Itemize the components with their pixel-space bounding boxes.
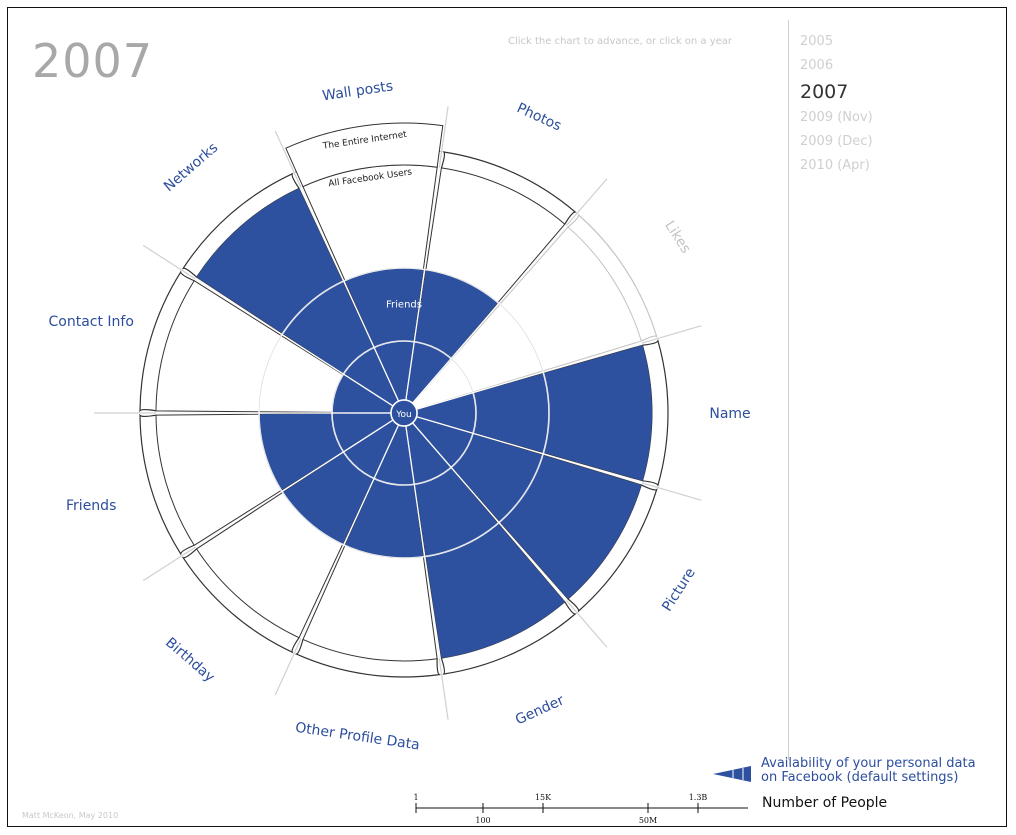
category-label-photos: Photos (514, 100, 564, 134)
spoke-inner-10 (412, 225, 567, 404)
petal-networks (181, 172, 300, 278)
legend-swatch (713, 766, 751, 782)
year-list: 2005 2006 2007 2009 (Nov) 2009 (Dec) 201… (800, 30, 873, 178)
category-label-likes: Likes (661, 218, 694, 256)
spoke-inner-3 (405, 425, 440, 659)
category-label-networks: Networks (161, 140, 221, 195)
scale-top-label-2: 1.3B (689, 793, 708, 802)
category-label-wall-posts: Wall posts (321, 78, 394, 104)
spoke-inner-0 (416, 342, 643, 410)
petal-other-profile-data (294, 639, 441, 678)
year-title: 2007 (32, 34, 154, 88)
data-wedge-name (416, 345, 652, 481)
category-label-birthday: Birthday (162, 635, 217, 686)
scale-top-label-1: 15K (535, 793, 552, 802)
year-2009-nov[interactable]: 2009 (Nov) (800, 110, 873, 125)
petal-likes (567, 213, 658, 342)
instruction-text: Click the chart to advance, or click on … (508, 36, 733, 47)
credit-text: Matt McKeon, May 2010 (22, 811, 119, 820)
spoke-inner-5 (195, 419, 394, 548)
data-wedge-gender (405, 422, 565, 659)
legend-line-2: on Facebook (default settings) (761, 770, 959, 785)
spoke-inner-2 (412, 422, 567, 601)
petal-contact-info (139, 270, 195, 413)
spoke-inner-9 (405, 167, 440, 401)
spoke-inner-7 (195, 278, 394, 407)
year-2009-dec[interactable]: 2009 (Dec) (800, 134, 873, 149)
category-label-contact-info: Contact Info (48, 314, 133, 330)
category-label-friends: Friends (66, 498, 116, 514)
data-wedge-friends (259, 413, 394, 491)
year-2007[interactable]: 2007 (800, 81, 849, 103)
year-2010-apr[interactable]: 2010 (Apr) (800, 158, 870, 173)
ring-label-friends: Friends (386, 300, 422, 311)
data-wedge-photos (405, 269, 498, 404)
year-divider (788, 20, 789, 760)
center-hub (390, 399, 418, 427)
category-label-picture: Picture (659, 565, 698, 614)
petal-picture (567, 484, 658, 613)
spoke-inner-1 (416, 416, 643, 484)
scale-bottom-label-0: 100 (475, 816, 490, 825)
visualization-frame[interactable]: 2007 Click the chart to advance, or clic… (7, 7, 1007, 827)
spoke-inner-8 (300, 187, 400, 402)
data-wedge-networks (196, 188, 399, 406)
data-wedge-birthday (282, 420, 399, 545)
spoke-inner-4 (300, 424, 400, 639)
category-label-other-profile-data: Other Profile Data (294, 720, 421, 754)
ring-label-network: Network (383, 212, 425, 223)
petal-birthday (181, 548, 300, 654)
year-2006[interactable]: 2006 (800, 58, 834, 73)
data-wedge-other-profile-data (344, 424, 424, 558)
year-2005[interactable]: 2005 (800, 34, 834, 49)
data-wedge-picture (412, 416, 642, 600)
petal-gender (440, 601, 577, 675)
petal-name (642, 339, 669, 487)
data-wedge-wall-posts (344, 268, 424, 402)
category-label-gender: Gender (513, 692, 567, 728)
scale-bottom-label-1: 50M (639, 816, 657, 825)
petal-photos (440, 151, 577, 225)
data-wedge-contact-info (332, 374, 394, 413)
entire-internet-wedge (285, 122, 444, 188)
category-label-name: Name (709, 406, 750, 422)
scale-label: Number of People (762, 795, 888, 811)
ring-label-you: You (395, 410, 412, 420)
legend-line-1: Availability of your personal data (761, 756, 976, 771)
scale-top-label-0: 1 (413, 793, 418, 802)
petal-friends (139, 413, 195, 556)
legend-text: Availability of your personal data on Fa… (761, 757, 976, 785)
